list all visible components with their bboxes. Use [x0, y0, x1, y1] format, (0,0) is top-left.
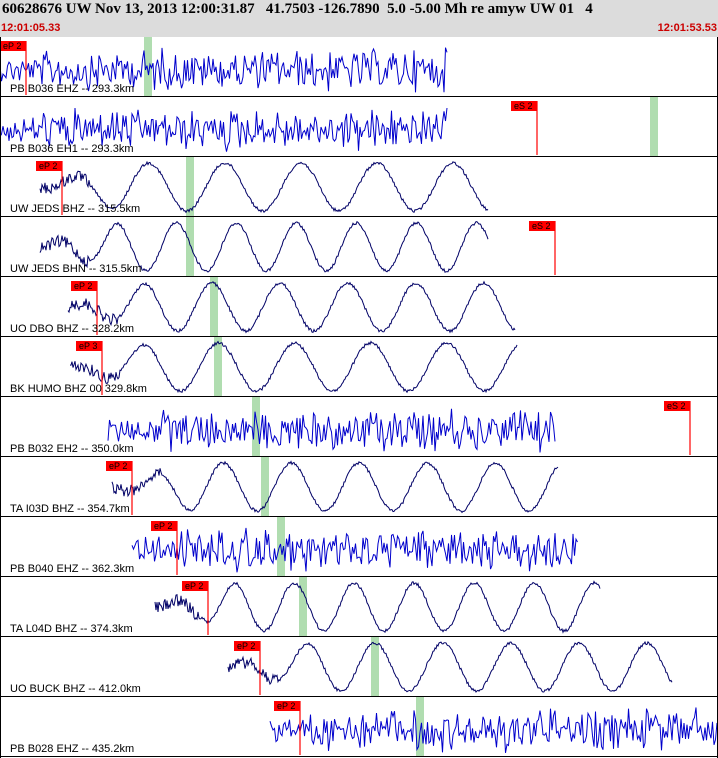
seismogram-panel[interactable]: eP 2 PB B036 EHZ -- 293.3km eS 2 PB B036 EH…	[0, 37, 718, 758]
waveform	[0, 47, 448, 93]
theoretical-arrival-marker	[214, 337, 222, 396]
pick-flag[interactable]	[71, 281, 97, 291]
waveform	[111, 460, 559, 514]
pick-label: eP 2	[3, 41, 21, 51]
waveform	[227, 640, 673, 693]
theoretical-arrival-marker	[261, 457, 269, 516]
trace-row[interactable]: eP 3 BK HUMO BHZ 00 329.8km	[0, 337, 718, 397]
pick-flag[interactable]	[182, 581, 208, 591]
theoretical-arrival-marker	[252, 397, 260, 456]
pick-label: eP 3	[79, 341, 97, 351]
trace-label: PB B032 EH2 -- 350.0km	[10, 443, 134, 455]
theoretical-arrival-marker	[371, 637, 379, 696]
header-bar: 60628676 UW Nov 13, 2013 12:00:31.87 41.…	[0, 0, 718, 37]
trace-row[interactable]: eP 2 PB B036 EHZ -- 293.3km	[0, 37, 718, 97]
theoretical-arrival-marker	[210, 277, 218, 336]
pick-flag[interactable]	[234, 641, 260, 651]
trace-row[interactable]: eS 2 PB B032 EH2 -- 350.0km	[0, 397, 718, 457]
theoretical-arrival-marker	[299, 577, 307, 636]
trace-label: TA L04D BHZ -- 374.3km	[10, 623, 133, 635]
time-start: 12:01:05.33	[1, 22, 61, 34]
waveform	[107, 408, 556, 453]
trace-row[interactable]: eP 2 TA L04D BHZ -- 374.3km	[0, 577, 718, 637]
trace-row[interactable]: eP 2 UW JEDS BHZ -- 315.5km	[0, 157, 718, 217]
event-title: 60628676 UW Nov 13, 2013 12:00:31.87 41.…	[2, 1, 593, 17]
pick-label: eP 2	[277, 701, 295, 711]
pick-flag[interactable]	[76, 341, 102, 351]
trace-label: PB B036 EH1 -- 293.3km	[10, 143, 134, 155]
theoretical-arrival-marker	[186, 217, 194, 276]
trace-label: PB B036 EHZ -- 293.3km	[10, 83, 134, 95]
pick-flag[interactable]	[151, 521, 177, 531]
pick-flag[interactable]	[36, 161, 62, 171]
pick-label: eP 2	[39, 161, 57, 171]
trace-label: UO BUCK BHZ -- 412.0km	[10, 683, 141, 695]
trace-row[interactable]: eP 2 PB B028 EHZ -- 435.2km	[0, 697, 718, 757]
trace-label: UO DBO BHZ -- 328.2km	[10, 323, 134, 335]
pick-flag[interactable]	[664, 401, 690, 411]
pick-label: eP 2	[74, 281, 92, 291]
waveform	[67, 280, 516, 334]
theoretical-arrival-marker	[144, 37, 152, 96]
waveform	[39, 220, 489, 273]
waveform	[269, 707, 718, 753]
trace-label: BK HUMO BHZ 00 329.8km	[10, 383, 147, 395]
theoretical-arrival-marker	[416, 697, 424, 756]
waveform	[154, 580, 601, 634]
trace-row[interactable]: eS 2 PB B036 EH1 -- 293.3km	[0, 97, 718, 157]
waveform	[0, 107, 448, 152]
waveform	[70, 340, 518, 394]
pick-label: eS 2	[514, 101, 533, 111]
pick-label: eP 2	[109, 461, 127, 471]
pick-flag[interactable]	[529, 221, 555, 231]
theoretical-arrival-marker	[650, 97, 658, 156]
pick-label: eP 2	[185, 581, 203, 591]
trace-row[interactable]: eP 2 UO BUCK BHZ -- 412.0km	[0, 637, 718, 697]
pick-label: eS 2	[532, 221, 551, 231]
pick-flag[interactable]	[511, 101, 537, 111]
pick-label: eP 2	[154, 521, 172, 531]
trace-label: TA I03D BHZ -- 354.7km	[10, 503, 130, 515]
trace-row[interactable]: eP 2 TA I03D BHZ -- 354.7km	[0, 457, 718, 517]
pick-flag[interactable]	[274, 701, 300, 711]
trace-row[interactable]: eP 2 UO DBO BHZ -- 328.2km	[0, 277, 718, 337]
trace-label: UW JEDS BHZ -- 315.5km	[10, 203, 140, 215]
pick-flag[interactable]	[0, 41, 26, 51]
time-end: 12:01:53.53	[657, 22, 717, 34]
pick-label: eS 2	[667, 401, 686, 411]
waveform	[131, 527, 578, 573]
trace-label: PB B028 EHZ -- 435.2km	[10, 743, 134, 755]
trace-label: PB B040 EHZ -- 362.3km	[10, 563, 134, 575]
trace-label: UW JEDS BHN -- 315.5km	[10, 263, 141, 275]
waveform	[39, 160, 489, 214]
pick-label: eP 2	[237, 641, 255, 651]
pick-flag[interactable]	[106, 461, 132, 471]
trace-row[interactable]: eS 2 UW JEDS BHN -- 315.5km	[0, 217, 718, 277]
theoretical-arrival-marker	[186, 157, 194, 216]
trace-row[interactable]: eP 2 PB B040 EHZ -- 362.3km	[0, 517, 718, 577]
